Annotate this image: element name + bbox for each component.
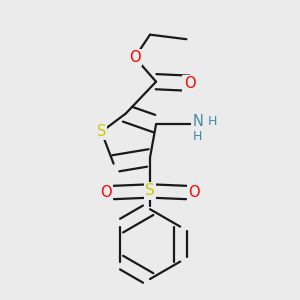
Text: O: O [184,76,195,91]
Text: S: S [145,184,155,199]
Text: O: O [129,50,141,65]
Text: H: H [208,115,217,128]
Text: S: S [97,124,106,139]
Text: O: O [100,185,112,200]
Text: O: O [188,185,200,200]
Text: H: H [193,130,202,143]
Text: N: N [192,114,203,129]
